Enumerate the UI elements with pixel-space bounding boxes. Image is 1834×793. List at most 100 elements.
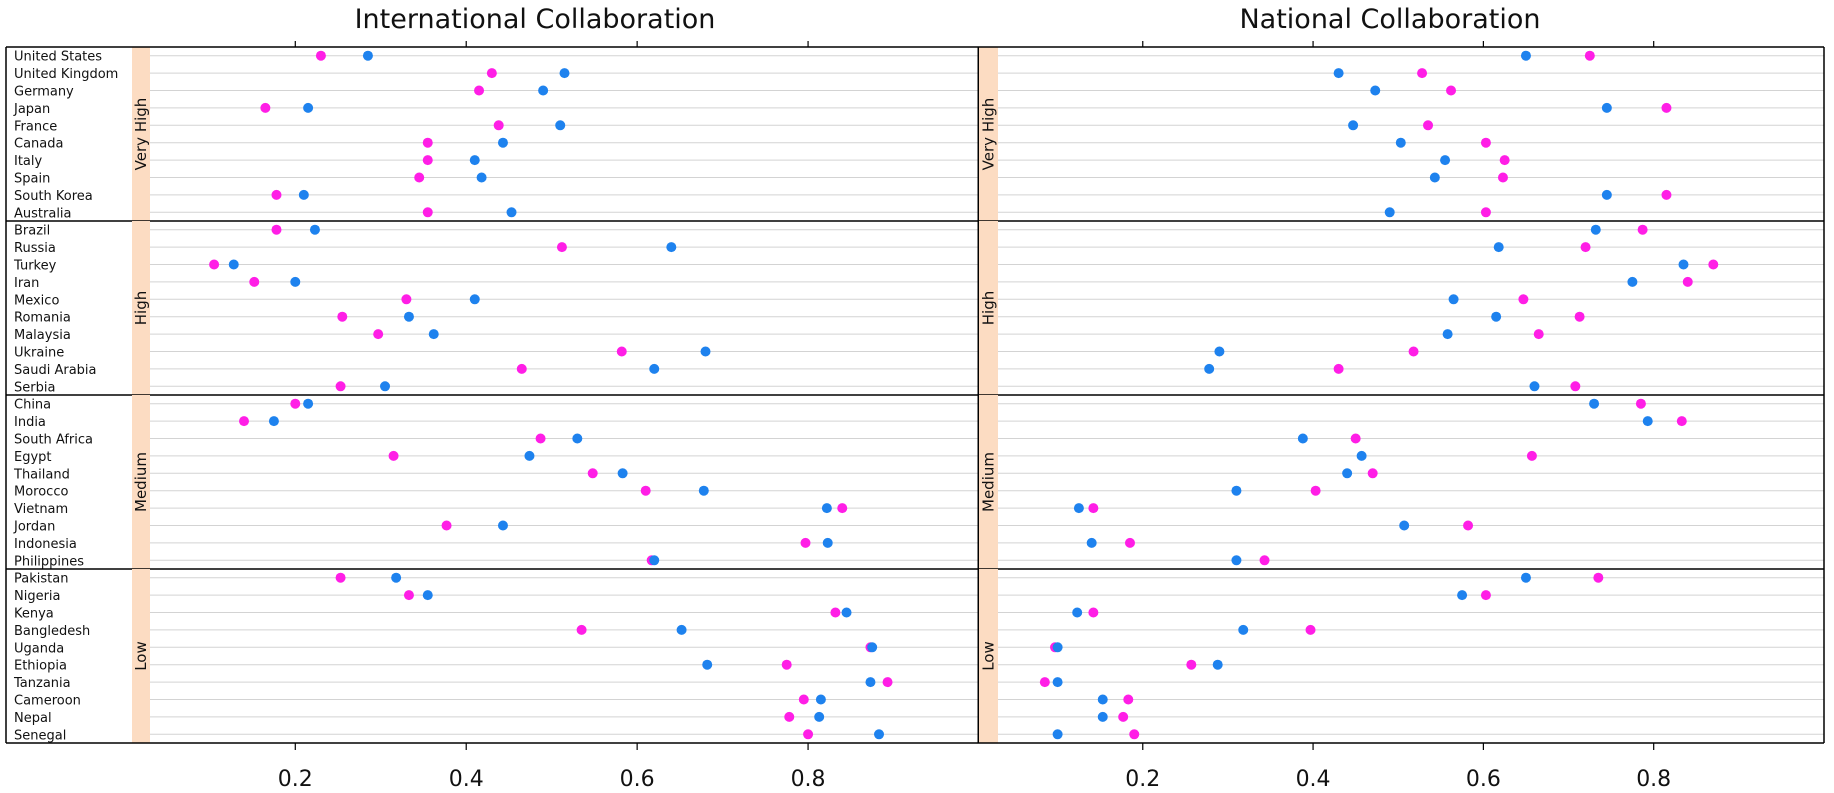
point-pink (798, 694, 809, 705)
row-australia: Australia (14, 206, 979, 221)
x-tick-label: 0.4 (449, 767, 484, 792)
point-pink (1526, 450, 1537, 461)
row-iran (998, 276, 1824, 287)
point-blue (1212, 659, 1223, 670)
row-senegal: Senegal (14, 728, 979, 743)
point-blue (428, 329, 439, 340)
country-label: France (14, 119, 57, 134)
row-nepal: Nepal (14, 711, 979, 726)
point-blue (1231, 555, 1242, 566)
point-pink (535, 433, 546, 444)
point-blue (821, 503, 832, 514)
group-label: High (132, 291, 150, 325)
row-bangledesh: Bangledesh (14, 624, 979, 639)
point-blue (572, 433, 583, 444)
row-morocco (998, 485, 1824, 496)
point-blue (1520, 50, 1531, 61)
row-united-kingdom: United Kingdom (14, 67, 979, 82)
point-blue (506, 207, 517, 218)
row-uganda (998, 642, 1824, 653)
point-blue (1448, 294, 1459, 305)
point-pink (209, 259, 220, 270)
point-blue (1052, 642, 1063, 653)
country-label: Germany (14, 85, 74, 100)
row-egypt (998, 450, 1824, 461)
row-jordan (998, 520, 1824, 531)
panel-national-collaboration: National Collaboration Very High High Mediu… (979, 4, 1825, 792)
point-blue (303, 398, 314, 409)
row-brazil: Brazil (14, 224, 979, 239)
row-australia (998, 207, 1824, 218)
point-blue (497, 137, 508, 148)
point-blue (649, 363, 660, 374)
point-pink (516, 363, 527, 374)
point-blue (1384, 207, 1395, 218)
country-label: Pakistan (14, 572, 68, 587)
point-pink (441, 520, 452, 531)
country-label: Japan (13, 102, 50, 117)
point-pink (576, 624, 587, 635)
row-pakistan (998, 572, 1824, 583)
row-russia: Russia (14, 241, 979, 256)
point-blue (1678, 259, 1689, 270)
group-label: Low (132, 641, 150, 671)
country-label: Turkey (13, 259, 57, 274)
country-label: Cameroon (14, 694, 81, 709)
row-ethiopia: Ethiopia (14, 659, 979, 674)
row-brazil (998, 224, 1824, 235)
point-pink (1350, 433, 1361, 444)
point-blue (1370, 85, 1381, 96)
point-blue (841, 607, 852, 618)
row-germany (998, 85, 1824, 96)
point-pink (1637, 224, 1648, 235)
point-pink (1463, 520, 1474, 531)
point-blue (1297, 433, 1308, 444)
country-label: Bangledesh (14, 624, 90, 639)
group-high: High (979, 221, 1824, 395)
point-pink (403, 590, 414, 601)
row-romania (998, 311, 1824, 322)
point-blue (1627, 276, 1638, 287)
row-ukraine: Ukraine (14, 346, 979, 361)
country-label: Canada (14, 137, 63, 152)
group-label: Low (980, 641, 998, 671)
point-pink (1533, 329, 1544, 340)
point-pink (1518, 294, 1529, 305)
row-united-states: United States (14, 50, 979, 65)
point-blue (362, 50, 373, 61)
point-blue (1529, 381, 1540, 392)
point-pink (800, 537, 811, 548)
point-blue (814, 711, 825, 722)
point-pink (1584, 50, 1595, 61)
row-mexico: Mexico (14, 293, 979, 308)
row-united-states (998, 50, 1824, 61)
point-blue (1072, 607, 1083, 618)
row-china: China (14, 398, 979, 413)
point-pink (1480, 137, 1491, 148)
row-nepal (998, 711, 1824, 722)
country-label: Ethiopia (14, 659, 67, 674)
point-blue (874, 729, 885, 740)
point-pink (882, 677, 893, 688)
row-spain (998, 172, 1824, 183)
country-label: Russia (14, 241, 56, 256)
country-label: Serbia (14, 380, 55, 395)
point-pink (640, 485, 651, 496)
point-pink (239, 416, 250, 427)
country-label: South Korea (14, 189, 93, 204)
point-pink (474, 85, 485, 96)
row-india (998, 416, 1824, 427)
country-label: Philippines (14, 554, 84, 569)
x-tick-label: 0.2 (278, 767, 313, 792)
row-indonesia: Indonesia (14, 537, 979, 552)
point-blue (700, 346, 711, 357)
row-jordan: Jordan (13, 520, 979, 535)
group-label: High (980, 291, 998, 325)
group-label: Medium (132, 452, 150, 512)
point-blue (867, 642, 878, 653)
country-label: Kenya (14, 607, 54, 622)
country-label: Tanzania (13, 676, 71, 691)
row-indonesia (998, 537, 1824, 548)
row-bangledesh (998, 624, 1824, 635)
point-pink (1446, 85, 1457, 96)
